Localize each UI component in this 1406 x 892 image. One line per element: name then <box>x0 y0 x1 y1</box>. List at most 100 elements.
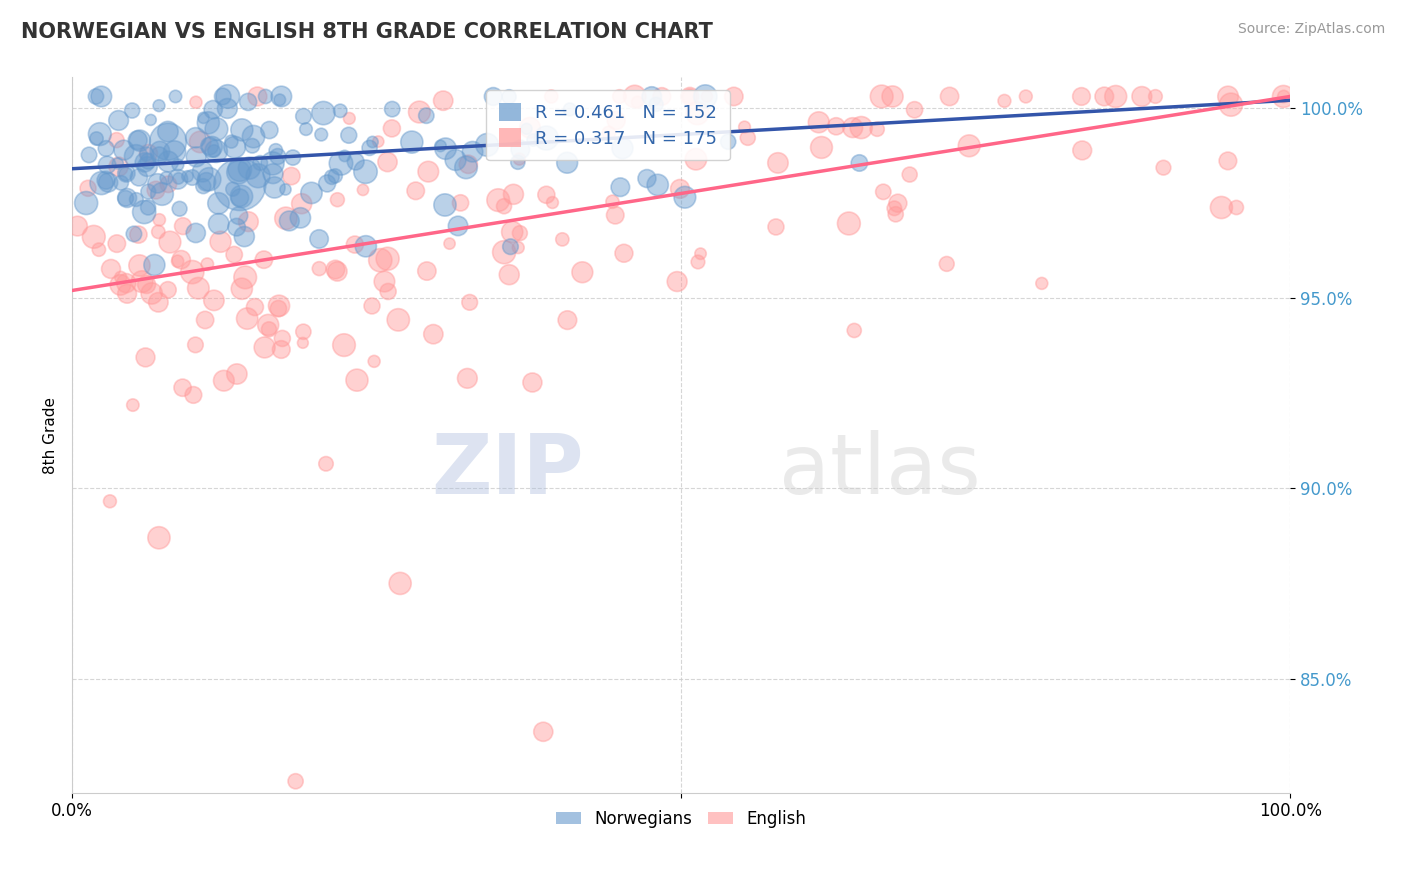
Point <box>609 89 631 103</box>
Point <box>217 102 239 116</box>
Point <box>267 149 290 163</box>
Point <box>439 236 461 251</box>
Point <box>264 144 287 158</box>
Point <box>405 184 427 198</box>
Point <box>240 138 263 153</box>
Point <box>209 235 232 249</box>
Point <box>202 103 225 117</box>
Text: atlas: atlas <box>779 430 980 511</box>
Point <box>115 191 138 205</box>
Point <box>613 246 636 260</box>
Point <box>609 180 631 194</box>
Point <box>208 217 231 231</box>
Point <box>148 98 170 112</box>
Point <box>387 313 409 327</box>
Point <box>717 135 740 149</box>
Point <box>884 207 907 221</box>
Point <box>184 95 207 110</box>
Point <box>312 106 335 120</box>
Point <box>181 265 204 279</box>
Point <box>224 247 246 261</box>
Point <box>418 164 440 178</box>
Point <box>825 120 848 134</box>
Point <box>98 494 121 508</box>
Point <box>191 164 214 178</box>
Point <box>246 89 269 103</box>
Point <box>737 130 759 145</box>
Point <box>135 147 157 161</box>
Point <box>155 171 177 186</box>
Point <box>262 167 284 181</box>
Point <box>259 123 281 137</box>
Point <box>114 191 136 205</box>
Point <box>612 141 634 155</box>
Point <box>134 155 156 169</box>
Point <box>323 169 346 183</box>
Point <box>444 153 467 167</box>
Point <box>165 89 187 103</box>
Point <box>557 313 579 327</box>
Point <box>148 225 170 239</box>
Point <box>225 367 247 381</box>
Point <box>127 133 149 147</box>
Point <box>169 202 191 216</box>
Point <box>450 195 472 210</box>
Point <box>249 156 271 170</box>
Point <box>136 160 159 174</box>
Point <box>257 318 280 332</box>
Point <box>508 152 530 166</box>
Point <box>274 182 297 196</box>
Point <box>555 155 578 169</box>
Point <box>269 93 291 107</box>
Point <box>1272 89 1295 103</box>
Point <box>292 325 315 339</box>
Point <box>96 158 118 172</box>
Point <box>605 208 627 222</box>
Point <box>641 89 664 103</box>
Point <box>122 227 145 241</box>
Point <box>202 144 225 158</box>
Point <box>121 103 143 118</box>
Point <box>136 154 159 169</box>
Point <box>284 774 307 789</box>
Point <box>229 162 252 177</box>
Point <box>247 169 270 183</box>
Point <box>115 286 138 301</box>
Point <box>506 155 529 169</box>
Point <box>401 135 423 149</box>
Point <box>377 155 399 169</box>
Point <box>280 169 302 183</box>
Point <box>1144 89 1167 103</box>
Point <box>201 140 224 154</box>
Point <box>105 133 128 147</box>
Point <box>89 127 111 141</box>
Point <box>188 135 211 149</box>
Point <box>291 196 314 211</box>
Point <box>551 232 574 246</box>
Point <box>184 226 207 240</box>
Point <box>685 152 707 166</box>
Point <box>870 89 893 103</box>
Point <box>522 376 544 390</box>
Point <box>127 227 149 242</box>
Point <box>598 126 620 140</box>
Point <box>433 198 456 212</box>
Point <box>434 142 457 156</box>
Point <box>492 199 515 213</box>
Point <box>498 268 520 282</box>
Point <box>509 226 531 240</box>
Point <box>84 89 107 103</box>
Point <box>377 252 399 266</box>
Point <box>195 175 218 189</box>
Point <box>110 270 132 285</box>
Point <box>229 178 252 192</box>
Point <box>172 381 194 395</box>
Point <box>115 166 138 180</box>
Legend: Norwegians, English: Norwegians, English <box>548 803 813 834</box>
Point <box>367 135 389 149</box>
Point <box>233 229 256 244</box>
Point <box>128 259 150 273</box>
Point <box>274 211 297 226</box>
Point <box>212 374 235 388</box>
Point <box>187 281 209 295</box>
